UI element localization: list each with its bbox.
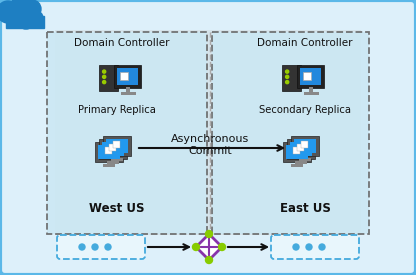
Text: Asynchronous
Commit: Asynchronous Commit xyxy=(171,134,249,156)
Bar xyxy=(121,92,136,95)
Circle shape xyxy=(285,75,289,78)
Text: Secondary Replica: Secondary Replica xyxy=(259,105,351,115)
Bar xyxy=(109,144,116,151)
Bar xyxy=(282,65,301,90)
Bar xyxy=(299,158,311,161)
Bar xyxy=(99,139,127,159)
Text: West US: West US xyxy=(89,202,145,214)
Bar xyxy=(107,161,119,164)
Bar xyxy=(303,72,311,80)
Polygon shape xyxy=(196,234,222,260)
Circle shape xyxy=(17,11,35,29)
Bar xyxy=(117,68,138,85)
Circle shape xyxy=(105,244,111,250)
Bar xyxy=(98,145,120,159)
Circle shape xyxy=(193,243,200,251)
Circle shape xyxy=(206,257,213,263)
Bar xyxy=(300,68,321,85)
Bar xyxy=(301,141,308,148)
Bar xyxy=(295,161,299,165)
Bar xyxy=(111,158,115,162)
Circle shape xyxy=(29,11,43,25)
Bar xyxy=(297,144,304,151)
Bar xyxy=(120,72,128,80)
Circle shape xyxy=(0,1,19,23)
Circle shape xyxy=(6,12,22,28)
Bar xyxy=(105,147,112,154)
Bar xyxy=(287,139,315,159)
Bar xyxy=(102,142,124,156)
Bar xyxy=(114,65,141,88)
Bar xyxy=(55,30,361,235)
Circle shape xyxy=(103,81,106,84)
Bar xyxy=(99,65,118,90)
Bar xyxy=(295,161,307,164)
Circle shape xyxy=(103,75,106,78)
Bar xyxy=(6,16,44,28)
Circle shape xyxy=(293,244,299,250)
Bar xyxy=(113,141,120,148)
Circle shape xyxy=(206,230,213,238)
Circle shape xyxy=(306,244,312,250)
Circle shape xyxy=(92,244,98,250)
FancyBboxPatch shape xyxy=(47,32,207,234)
Text: Primary Replica: Primary Replica xyxy=(78,105,156,115)
Bar xyxy=(103,136,131,156)
Bar xyxy=(294,139,316,153)
Circle shape xyxy=(319,244,325,250)
FancyBboxPatch shape xyxy=(57,235,145,259)
Circle shape xyxy=(23,0,41,18)
Bar xyxy=(303,155,307,159)
Circle shape xyxy=(11,0,31,16)
Bar xyxy=(107,161,111,165)
Circle shape xyxy=(103,70,106,73)
Bar xyxy=(291,164,303,166)
Bar xyxy=(95,142,123,162)
Circle shape xyxy=(285,70,289,73)
Bar xyxy=(126,87,130,93)
Text: Domain Controller: Domain Controller xyxy=(74,38,170,48)
Bar xyxy=(299,158,303,162)
Bar xyxy=(55,30,361,235)
FancyBboxPatch shape xyxy=(271,235,359,259)
Bar xyxy=(103,164,115,166)
Bar xyxy=(291,136,319,156)
FancyBboxPatch shape xyxy=(212,32,369,234)
Text: Domain Controller: Domain Controller xyxy=(257,38,353,48)
Bar xyxy=(106,139,128,153)
Circle shape xyxy=(218,243,225,251)
Bar xyxy=(290,142,312,156)
Bar xyxy=(286,145,308,159)
Text: East US: East US xyxy=(280,202,330,214)
Bar xyxy=(304,92,319,95)
Circle shape xyxy=(79,244,85,250)
Bar xyxy=(297,65,324,88)
Bar xyxy=(293,147,300,154)
Bar xyxy=(309,87,313,93)
Bar xyxy=(115,155,119,159)
Circle shape xyxy=(285,81,289,84)
Bar xyxy=(283,142,311,162)
Bar xyxy=(111,158,123,161)
